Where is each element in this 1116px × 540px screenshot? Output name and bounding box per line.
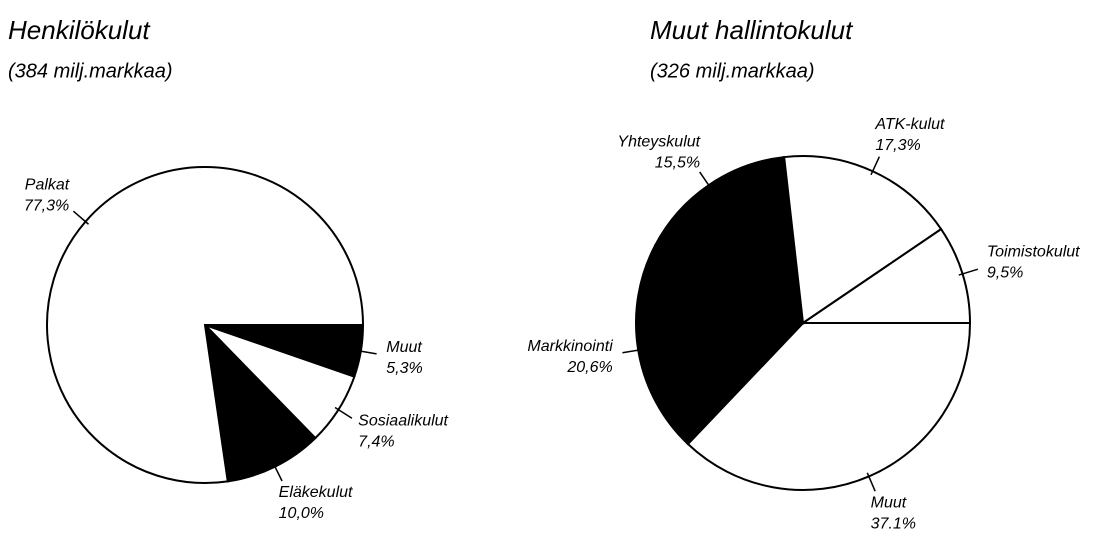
slice-value-label: 10,0%	[279, 505, 324, 522]
slice-value-label: 17,3%	[875, 137, 920, 154]
chart-subtitle: (384 milj.markkaa)	[8, 60, 172, 82]
slice-label: Muut	[386, 339, 422, 356]
chart-title: Henkilökulut	[8, 15, 151, 45]
leader-line	[958, 268, 979, 276]
slice-value-label: 15,5%	[655, 154, 700, 171]
slice-label: Markkinointi	[527, 338, 613, 355]
slice-label: Toimistokulut	[987, 243, 1080, 260]
leader-line	[866, 472, 876, 492]
leader-line	[334, 406, 353, 419]
slice-value-label: 5,3%	[386, 360, 422, 377]
leader-line	[72, 210, 90, 225]
leader-line	[622, 348, 643, 354]
leader-line	[699, 171, 712, 189]
slice-value-label: 77,3%	[24, 198, 69, 215]
slice-label: Palkat	[25, 177, 70, 194]
slice-value-label: 9,5%	[987, 264, 1023, 281]
leader-line	[870, 156, 881, 176]
slice-value-label: 7,4%	[358, 433, 394, 450]
slice-label: Eläkekulut	[279, 484, 353, 501]
leader-line	[272, 462, 283, 482]
chart-title: Muut hallintokulut	[650, 15, 854, 45]
slice-label: Muut	[871, 494, 907, 511]
leader-line	[356, 349, 377, 355]
slice-label: ATK-kulut	[874, 116, 945, 133]
slice-label: Yhteyskulut	[617, 133, 700, 150]
slice-label: Sosiaalikulut	[358, 412, 448, 429]
slice-value-label: 37.1%	[871, 515, 916, 532]
chart-subtitle: (326 milj.markkaa)	[650, 60, 814, 82]
slice-value-label: 20,6%	[566, 359, 612, 376]
